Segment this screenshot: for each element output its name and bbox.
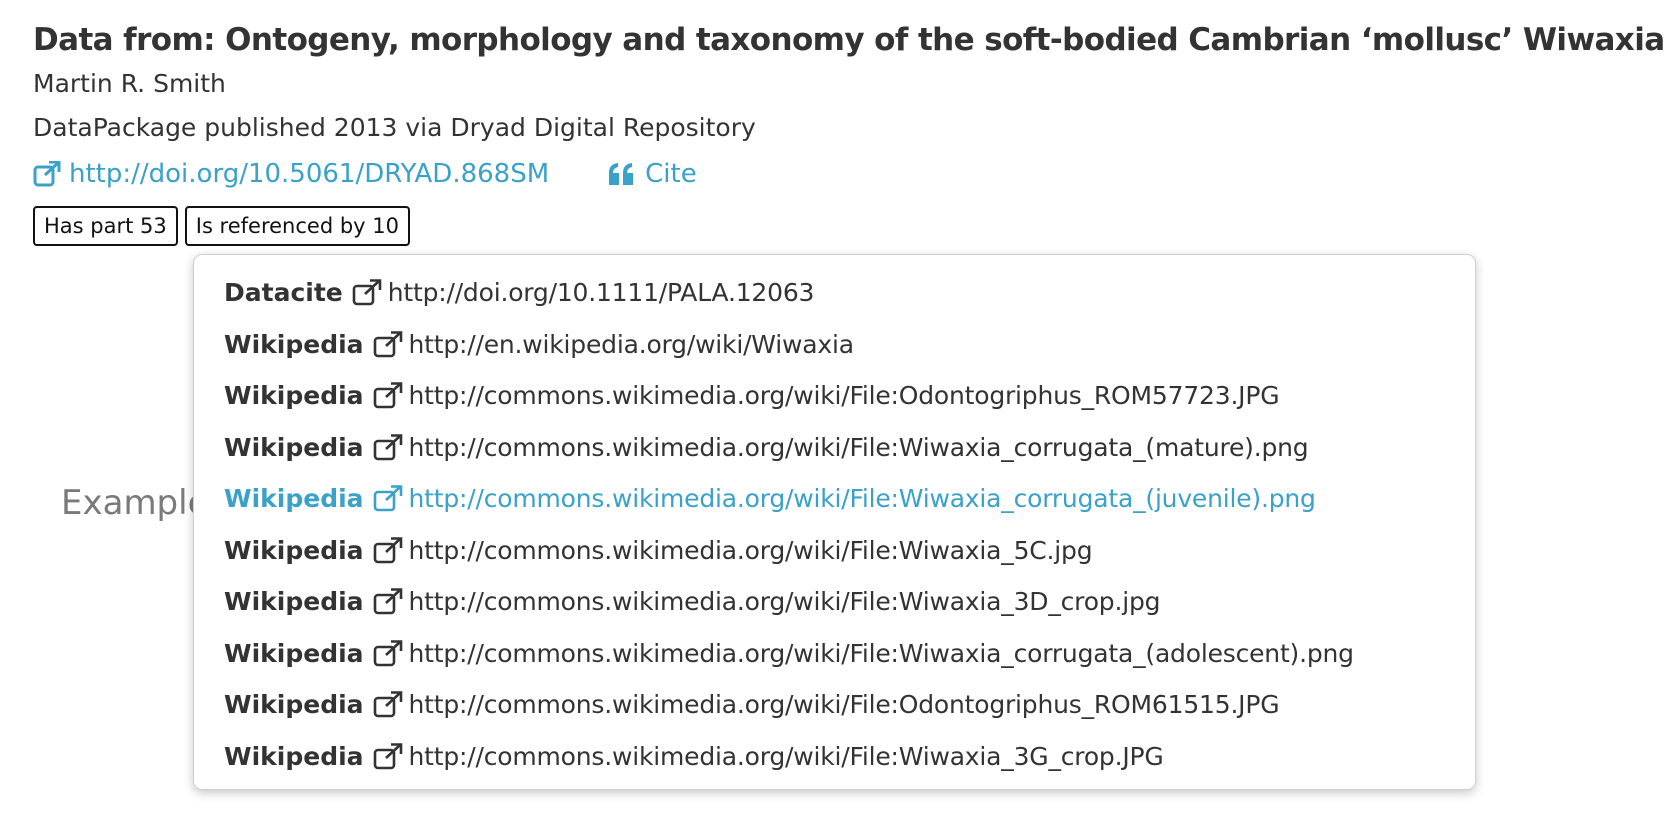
external-link-icon [352,279,382,306]
reference-item[interactable]: Wikipedia http://commons.wikimedia.org/wi… [194,422,1475,474]
reference-url: http://doi.org/10.1111/PALA.12063 [387,278,815,308]
quote-icon [607,161,637,187]
reference-source: Wikipedia [224,484,364,514]
doi-link-text: http://doi.org/10.5061/DRYAD.868SM [69,159,550,189]
dataset-header: Data from: Ontogeny, morphology and taxo… [33,18,1665,246]
reference-url: http://commons.wikimedia.org/wiki/File:W… [408,535,1093,565]
cite-label: Cite [645,159,697,189]
references-popover: Datacite http://doi.org/10.1111/PALA.1206… [193,254,1476,790]
external-link-icon [373,536,403,564]
external-link-icon [373,330,403,358]
reference-source: Wikipedia [224,587,364,617]
doi-link[interactable]: http://doi.org/10.5061/DRYAD.868SM [33,159,549,189]
reference-source: Wikipedia [224,535,364,565]
author-name: Martin R. Smith [33,69,226,98]
reference-url: http://commons.wikimedia.org/wiki/File:O… [408,690,1280,720]
reference-source: Wikipedia [224,638,364,668]
reference-source: Wikipedia [224,690,364,720]
example-heading: Example [61,483,209,523]
external-link-icon [373,742,403,770]
reference-item[interactable]: Wikipedia http://commons.wikimedia.org/wi… [194,576,1475,628]
reference-item[interactable]: Wikipedia http://commons.wikimedia.org/wi… [194,731,1475,783]
reference-url: http://commons.wikimedia.org/wiki/File:O… [408,381,1280,411]
reference-item[interactable]: Wikipedia http://commons.wikimedia.org/wi… [194,679,1475,731]
external-link-icon [373,691,403,718]
reference-url: http://en.wikipedia.org/wiki/Wiwaxia [408,329,855,359]
relation-badges: Has part 53 Is referenced by 10 [33,206,1663,246]
reference-item[interactable]: Wikipedia http://commons.wikimedia.org/wi… [194,473,1475,525]
links-row: http://doi.org/10.5061/DRYAD.868SM Cite [33,154,1663,194]
external-link-icon [373,382,403,409]
reference-source: Wikipedia [224,432,364,462]
reference-item[interactable]: Wikipedia http://commons.wikimedia.org/wi… [194,370,1475,422]
reference-url: http://commons.wikimedia.org/wiki/File:W… [408,741,1164,771]
reference-source: Wikipedia [224,381,364,411]
reference-url: http://commons.wikimedia.org/wiki/File:W… [408,587,1161,617]
reference-item[interactable]: Wikipedia http://en.wikipedia.org/wiki/Wi… [194,319,1475,371]
page-title: Data from: Ontogeny, morphology and taxo… [33,22,1665,58]
external-link-icon [373,485,403,512]
reference-source: Datacite [224,278,343,308]
publication-info: DataPackage published 2013 via Dryad Dig… [33,113,756,142]
reference-item[interactable]: Wikipedia http://commons.wikimedia.org/wi… [194,628,1475,680]
references-list: Datacite http://doi.org/10.1111/PALA.1206… [194,267,1475,782]
reference-url: http://commons.wikimedia.org/wiki/File:W… [408,432,1309,462]
external-link-icon [33,161,61,187]
cite-button[interactable]: Cite [607,159,697,189]
external-link-icon [373,433,403,461]
referenced-by-badge[interactable]: Is referenced by 10 [184,206,410,246]
reference-item[interactable]: Datacite http://doi.org/10.1111/PALA.1206… [194,267,1475,319]
reference-url: http://commons.wikimedia.org/wiki/File:W… [408,638,1355,668]
reference-source: Wikipedia [224,741,364,771]
has-part-badge[interactable]: Has part 53 [33,206,178,246]
reference-url: http://commons.wikimedia.org/wiki/File:W… [408,484,1316,514]
external-link-icon [373,639,403,667]
reference-item[interactable]: Wikipedia http://commons.wikimedia.org/wi… [194,525,1475,577]
external-link-icon [373,588,403,615]
reference-source: Wikipedia [224,329,364,359]
